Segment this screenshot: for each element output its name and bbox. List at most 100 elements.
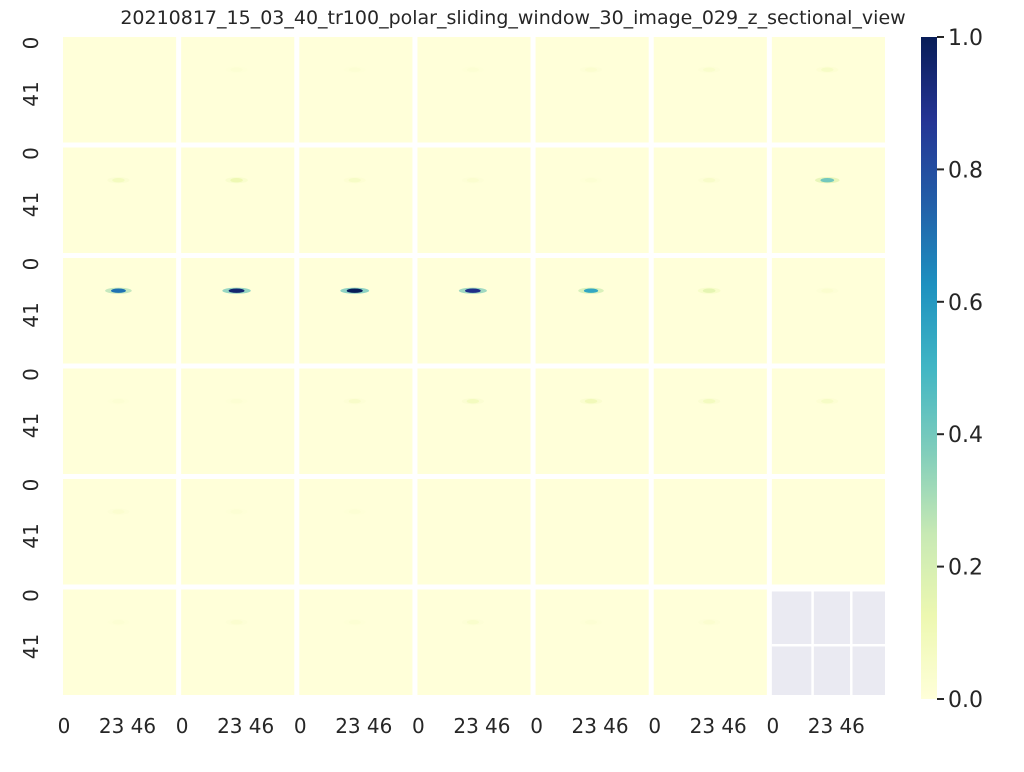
panel-hotspot <box>346 288 363 293</box>
x-tick-label: 0 <box>648 714 661 738</box>
heatmap-panel-r2-c2 <box>299 258 413 364</box>
panel-background <box>299 37 413 143</box>
panel-hotspot <box>230 399 243 404</box>
colorbar: 0.0 0.2 0.4 0.6 0.8 1.0 <box>921 26 983 713</box>
panel-hotspot <box>348 620 361 625</box>
heatmap-panel-r1-c4 <box>535 147 649 253</box>
panel-background <box>299 368 413 474</box>
panel-hotspot <box>228 288 245 293</box>
panel-hotspot <box>466 399 480 404</box>
panel-background <box>181 589 295 695</box>
panel-background <box>299 258 413 364</box>
panel-hotspot <box>583 288 599 293</box>
panel-background <box>653 37 767 143</box>
colorbar-tick-label: 0.8 <box>948 158 983 183</box>
heatmap-panel-r5-c6 <box>771 591 885 695</box>
panel-background <box>181 479 295 585</box>
heatmap-panel-r3-c6 <box>771 368 885 474</box>
heatmap-panel-r5-c1 <box>181 589 295 695</box>
panel-background <box>299 147 413 253</box>
panel-hotspot <box>702 399 716 404</box>
panel-background <box>63 147 177 253</box>
panel-background <box>771 479 885 585</box>
panel-hotspot <box>112 399 125 404</box>
heatmap-panel-r3-c5 <box>653 368 767 474</box>
heatmap-panel-r0-c5 <box>653 37 767 143</box>
panel-hotspot <box>112 509 125 514</box>
panel-background <box>181 258 295 364</box>
panel-hotspot <box>703 620 716 625</box>
panel-hotspot <box>230 67 243 72</box>
heatmap-panel-r3-c3 <box>417 368 531 474</box>
empty-panel <box>771 591 885 695</box>
y-tick-label: 0 <box>19 479 43 492</box>
heatmap-panel-r2-c1 <box>181 258 295 364</box>
heatmap-panel-r2-c5 <box>653 258 767 364</box>
y-tick-label: 41 <box>19 192 43 217</box>
panel-hotspot <box>348 509 361 514</box>
x-tick-label: 46 <box>721 714 746 738</box>
heatmap-panel-r1-c2 <box>299 147 413 253</box>
heatmap-panel-r0-c4 <box>535 37 649 143</box>
panel-background <box>417 258 531 364</box>
panel-background <box>63 37 177 143</box>
y-tick-label: 0 <box>19 37 43 50</box>
panel-hotspot <box>702 288 716 293</box>
y-tick-label: 41 <box>19 413 43 438</box>
colorbar-tick-label: 0.6 <box>948 291 983 316</box>
heatmap-panel-r4-c4 <box>535 479 649 585</box>
panel-hotspot <box>703 178 716 183</box>
panel-background <box>63 258 177 364</box>
heatmap-panel-r3-c2 <box>299 368 413 474</box>
x-tick-label: 23 <box>217 714 242 738</box>
heatmap-panel-r4-c5 <box>653 479 767 585</box>
x-tick-labels: 0 23 46 0 23 46 0 23 46 0 23 46 0 23 46 0 23 46 0 23 46 <box>58 714 865 738</box>
heatmap-panel-r4-c1 <box>181 479 295 585</box>
y-tick-label: 41 <box>19 523 43 548</box>
heatmap-panel-r5-c5 <box>653 589 767 695</box>
panel-background <box>417 368 531 474</box>
panel-grid <box>63 37 885 695</box>
colorbar-tick-label: 1.0 <box>948 26 983 51</box>
panel-hotspot <box>112 178 125 183</box>
heatmap-panel-r4-c3 <box>417 479 531 585</box>
panel-hotspot <box>111 288 126 293</box>
heatmap-panel-r4-c2 <box>299 479 413 585</box>
panel-hotspot <box>821 399 834 404</box>
y-tick-label: 0 <box>19 258 43 271</box>
panel-hotspot <box>584 620 598 625</box>
colorbar-tick-label: 0.4 <box>948 423 983 448</box>
heatmap-panel-r2-c6 <box>771 258 885 364</box>
heatmap-panel-r0-c6 <box>771 37 885 143</box>
panel-hotspot <box>584 67 598 72</box>
panel-hotspot <box>348 399 361 404</box>
panel-hotspot <box>703 67 716 72</box>
panel-background <box>417 37 531 143</box>
panel-background <box>653 479 767 585</box>
y-tick-label: 41 <box>19 302 43 327</box>
panel-background <box>535 147 649 253</box>
panel-background <box>417 589 531 695</box>
panel-background <box>771 258 885 364</box>
heatmap-panel-r0-c0 <box>63 37 177 143</box>
x-tick-label: 46 <box>485 714 510 738</box>
panel-background <box>181 37 295 143</box>
panel-background <box>417 147 531 253</box>
heatmap-panel-r2-c0 <box>63 258 177 364</box>
y-tick-labels: 0 41 0 41 0 41 0 41 0 41 0 41 <box>19 37 43 660</box>
y-tick-label: 0 <box>19 589 43 602</box>
panel-hotspot <box>112 620 125 625</box>
panel-hotspot <box>584 178 598 183</box>
panel-hotspot <box>465 288 481 293</box>
heatmap-panel-r1-c6 <box>771 147 885 253</box>
panel-background <box>653 147 767 253</box>
panel-background <box>417 479 531 585</box>
panel-hotspot <box>348 67 361 72</box>
x-tick-label: 23 <box>453 714 478 738</box>
heatmap-panel-r0-c3 <box>417 37 531 143</box>
heatmap-panel-r5-c3 <box>417 589 531 695</box>
panel-hotspot <box>466 620 479 625</box>
panel-hotspot <box>466 178 479 183</box>
heatmap-panel-r4-c0 <box>63 479 177 585</box>
